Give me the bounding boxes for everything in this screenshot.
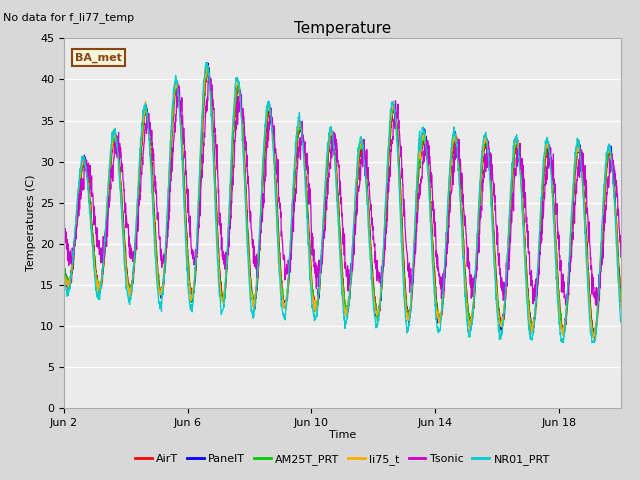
PanelT: [589, 334, 596, 340]
Text: BA_met: BA_met: [75, 53, 122, 63]
li75_t: [601, 174, 609, 180]
AirT: [601, 195, 609, 201]
NR01_PRT: [601, 171, 609, 177]
li75_t: [60, 269, 68, 275]
AM25T_PRT: [617, 294, 625, 300]
PanelT: [204, 60, 211, 65]
li75_t: [589, 335, 597, 340]
Y-axis label: Temperatures (C): Temperatures (C): [26, 175, 36, 272]
AirT: [331, 152, 339, 157]
AM25T_PRT: [499, 316, 506, 322]
PanelT: [499, 318, 506, 324]
Title: Temperature: Temperature: [294, 21, 391, 36]
PanelT: [331, 153, 339, 158]
AM25T_PRT: [203, 63, 211, 69]
li75_t: [602, 173, 609, 179]
Line: PanelT: PanelT: [64, 62, 621, 337]
Text: No data for f_li77_temp: No data for f_li77_temp: [3, 12, 134, 23]
AM25T_PRT: [331, 156, 339, 161]
PanelT: [60, 264, 68, 269]
Tsonic: [499, 291, 506, 297]
AirT: [602, 187, 609, 193]
AirT: [316, 277, 324, 283]
NR01_PRT: [499, 322, 506, 328]
li75_t: [331, 159, 339, 165]
Line: NR01_PRT: NR01_PRT: [64, 62, 621, 342]
PanelT: [617, 299, 625, 305]
Line: AirT: AirT: [64, 69, 621, 338]
li75_t: [316, 265, 324, 271]
li75_t: [617, 305, 625, 311]
AirT: [204, 66, 211, 72]
Tsonic: [601, 207, 609, 213]
X-axis label: Time: Time: [329, 431, 356, 441]
NR01_PRT: [88, 243, 96, 249]
AM25T_PRT: [88, 229, 96, 235]
Tsonic: [60, 225, 68, 231]
li75_t: [203, 61, 211, 67]
PanelT: [88, 232, 96, 238]
Tsonic: [602, 220, 609, 226]
PanelT: [602, 175, 609, 180]
NR01_PRT: [558, 339, 566, 345]
NR01_PRT: [617, 319, 625, 325]
AM25T_PRT: [602, 184, 609, 190]
NR01_PRT: [602, 166, 609, 172]
Tsonic: [316, 261, 324, 266]
AirT: [60, 256, 68, 262]
AM25T_PRT: [60, 261, 68, 266]
NR01_PRT: [60, 277, 68, 283]
AM25T_PRT: [590, 335, 598, 340]
PanelT: [316, 268, 324, 274]
NR01_PRT: [202, 60, 210, 65]
NR01_PRT: [316, 267, 324, 273]
AirT: [499, 323, 506, 328]
Line: li75_t: li75_t: [64, 64, 621, 337]
Tsonic: [617, 254, 625, 260]
AirT: [591, 336, 598, 341]
AirT: [88, 225, 96, 231]
Tsonic: [592, 302, 600, 308]
li75_t: [499, 321, 506, 326]
Tsonic: [88, 192, 96, 197]
Tsonic: [331, 132, 339, 137]
PanelT: [601, 177, 609, 183]
Line: AM25T_PRT: AM25T_PRT: [64, 66, 621, 337]
NR01_PRT: [331, 164, 339, 169]
AM25T_PRT: [316, 274, 324, 279]
Tsonic: [205, 69, 212, 75]
Line: Tsonic: Tsonic: [64, 72, 621, 305]
li75_t: [88, 237, 96, 242]
AM25T_PRT: [601, 192, 609, 197]
Legend: AirT, PanelT, AM25T_PRT, li75_t, Tsonic, NR01_PRT: AirT, PanelT, AM25T_PRT, li75_t, Tsonic,…: [131, 449, 554, 469]
AirT: [617, 294, 625, 300]
